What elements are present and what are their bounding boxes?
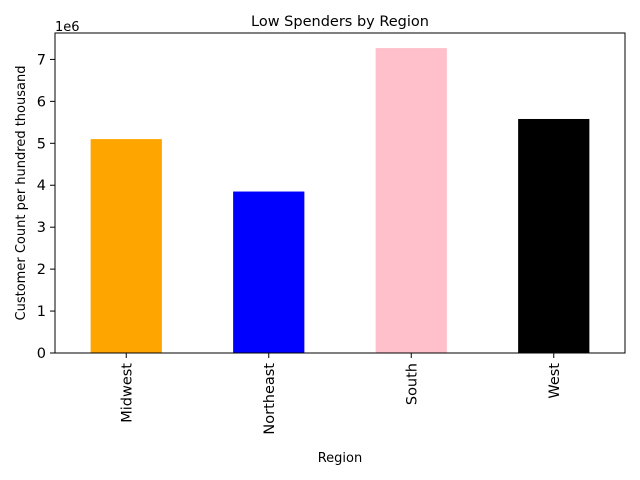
y-axis-label: Customer Count per hundred thousand: [14, 66, 29, 321]
x-tick-label: West: [547, 363, 563, 399]
plot-frame: [54, 32, 626, 354]
x-tick-label: South: [404, 363, 420, 405]
x-axis-label: Region: [318, 451, 363, 466]
y-offset-label: 1e6: [55, 20, 80, 35]
bar-west: [518, 118, 590, 353]
y-tick-label: 1: [37, 304, 46, 320]
y-tick-label: 7: [37, 52, 46, 68]
chart-title: Low Spenders by Region: [251, 14, 429, 30]
y-tick-label: 2: [37, 262, 46, 278]
y-tick-label: 4: [37, 178, 46, 194]
bar-midwest: [90, 139, 162, 353]
y-tick-label: 6: [37, 94, 46, 110]
y-tick-label: 5: [37, 136, 46, 152]
y-tick-label: 0: [37, 346, 46, 362]
x-tick-label: Northeast: [262, 363, 278, 435]
bar-south: [375, 48, 447, 353]
bar-northeast: [233, 191, 305, 353]
x-tick-label: Midwest: [119, 363, 135, 423]
y-tick-label: 3: [37, 220, 46, 236]
